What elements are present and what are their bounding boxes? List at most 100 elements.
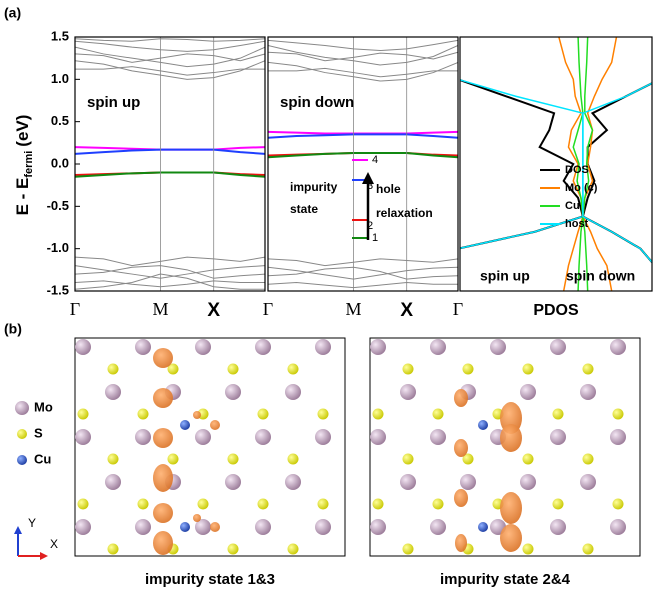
mo-atom: [285, 474, 301, 490]
s-atom: [108, 544, 119, 555]
atom-legend-icon: [15, 401, 29, 415]
charge-density: [153, 531, 173, 555]
cu-atom: [478, 420, 488, 430]
bulk-band: [268, 40, 458, 50]
panel-annotation: spin down: [280, 94, 354, 111]
mo-atom: [315, 429, 331, 445]
mo-atom: [520, 384, 536, 400]
atom-legend-icon: [17, 455, 27, 465]
axis-label: X: [50, 537, 58, 551]
cu-atom: [180, 420, 190, 430]
s-atom: [553, 409, 564, 420]
structure-panel: [370, 338, 640, 556]
y-label-sub: fermi: [23, 151, 35, 178]
panel-annotation: spin down: [566, 268, 635, 284]
charge-density: [153, 388, 173, 408]
mo-atom: [550, 429, 566, 445]
s-atom: [78, 409, 89, 420]
charge-density: [153, 464, 173, 492]
legend-note: relaxation: [376, 206, 433, 220]
charge-density: [454, 389, 468, 407]
s-atom: [228, 454, 239, 465]
legend-label: 1: [372, 232, 378, 244]
s-atom: [613, 499, 624, 510]
legend-label: 4: [372, 154, 378, 166]
bulk-band: [75, 257, 265, 265]
mo-atom: [430, 429, 446, 445]
s-atom: [288, 544, 299, 555]
panel-annotation: spin up: [480, 268, 530, 284]
mo-atom: [315, 519, 331, 535]
y-tick-label: -0.5: [47, 198, 69, 213]
s-atom: [288, 364, 299, 375]
mo-atom: [255, 429, 271, 445]
s-atom: [433, 409, 444, 420]
bulk-band: [268, 259, 458, 266]
bulk-band: [268, 68, 458, 76]
s-atom: [108, 454, 119, 465]
charge-density: [454, 489, 468, 507]
mo-atom: [285, 384, 301, 400]
s-atom: [168, 454, 179, 465]
arrow-head: [362, 172, 374, 184]
s-atom: [403, 364, 414, 375]
s-atom: [138, 499, 149, 510]
mo-atom: [75, 519, 91, 535]
pdos-curve: [429, 37, 583, 291]
mo-atom: [370, 429, 386, 445]
mo-atom: [225, 474, 241, 490]
charge-density: [153, 348, 173, 368]
plot-frame: [268, 37, 458, 291]
s-atom: [78, 499, 89, 510]
impurity-band: [75, 150, 265, 154]
structure-caption: impurity state 2&4: [440, 571, 571, 588]
charge-density: [500, 492, 522, 524]
mo-atom: [490, 339, 506, 355]
mo-atom: [580, 384, 596, 400]
s-atom: [373, 499, 384, 510]
mo-atom: [610, 339, 626, 355]
charge-density: [500, 424, 522, 452]
plot-area: [268, 40, 458, 287]
mo-atom: [75, 339, 91, 355]
s-atom: [258, 499, 269, 510]
legend-label: Cu: [565, 200, 580, 212]
s-atom: [463, 364, 474, 375]
plot-area: [75, 39, 265, 290]
charge-density: [153, 428, 173, 448]
axis-x-head: [40, 552, 48, 560]
s-atom: [373, 409, 384, 420]
mo-atom: [400, 474, 416, 490]
x-tick-label: X: [400, 300, 413, 321]
s-atom: [403, 454, 414, 465]
cu-atom: [180, 522, 190, 532]
plot-area: [429, 37, 655, 291]
mo-atom: [315, 339, 331, 355]
s-atom: [228, 364, 239, 375]
plot-frame: [75, 37, 265, 291]
legend-note: state: [290, 202, 318, 216]
mo-atom: [400, 384, 416, 400]
x-tick-label: Γ: [70, 299, 80, 319]
bulk-band: [75, 281, 265, 287]
y-tick-label: 1.5: [51, 28, 69, 43]
panel-label: (b): [4, 321, 22, 337]
x-tick-label: M: [152, 299, 168, 319]
y-tick-label: 0.0: [51, 155, 69, 170]
x-tick-label: Γ: [453, 299, 463, 319]
mo-atom: [105, 474, 121, 490]
s-atom: [403, 544, 414, 555]
impurity-band: [268, 132, 458, 134]
x-tick-label: M: [345, 299, 361, 319]
impurity-band: [268, 134, 458, 137]
s-atom: [138, 409, 149, 420]
charge-density: [210, 420, 220, 430]
s-atom: [523, 364, 534, 375]
s-atom: [583, 544, 594, 555]
pdos-curve: [429, 37, 583, 291]
s-atom: [258, 409, 269, 420]
mo-atom: [195, 429, 211, 445]
charge-density: [193, 411, 201, 419]
charge-density: [455, 534, 467, 552]
bulk-band: [75, 39, 265, 42]
